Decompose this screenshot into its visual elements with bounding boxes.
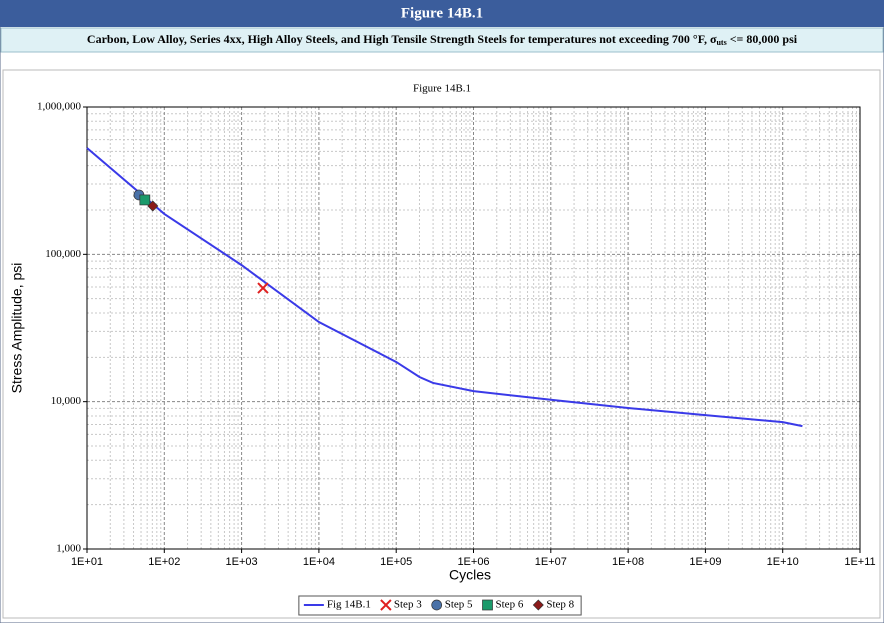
x-tick-label: 1E+01 bbox=[71, 556, 103, 568]
x-tick-label: 1E+10 bbox=[767, 556, 799, 568]
x-axis-label: Cycles bbox=[449, 567, 491, 583]
legend-label: Step 3 bbox=[394, 599, 422, 611]
chart-title: Figure 14B.1 bbox=[413, 83, 471, 95]
legend-label: Step 6 bbox=[496, 599, 524, 611]
legend-label: Fig 14B.1 bbox=[327, 599, 371, 611]
header-bar bbox=[0, 0, 884, 27]
plot-frame bbox=[86, 106, 861, 550]
y-tick-label: 100,000 bbox=[45, 248, 81, 260]
x-tick-label: 1E+09 bbox=[689, 556, 721, 568]
x-tick-label: 1E+04 bbox=[303, 556, 335, 568]
y-tick-label: 1,000 bbox=[56, 543, 81, 555]
legend: Fig 14B.1 Step 3 Step 5 Step 6 Step 8 bbox=[298, 595, 582, 616]
marker-x bbox=[380, 599, 392, 611]
subtitle-part: <= 80,000 psi bbox=[727, 32, 798, 46]
legend-label: Step 8 bbox=[546, 599, 574, 611]
x-tick-label: 1E+03 bbox=[226, 556, 258, 568]
x-tick-label: 1E+11 bbox=[844, 556, 875, 568]
x-tick-label: 1E+05 bbox=[380, 556, 412, 568]
subtitle-subscript: uts bbox=[716, 38, 726, 47]
subtitle-bar bbox=[0, 27, 884, 53]
subtitle-part: Carbon, Low Alloy, Series 4xx, High Allo… bbox=[87, 32, 717, 46]
y-axis-label: Stress Amplitude, psi bbox=[9, 263, 25, 394]
y-tick-label: 10,000 bbox=[51, 395, 82, 407]
x-tick-label: 1E+06 bbox=[457, 556, 489, 568]
marker-square bbox=[139, 194, 151, 206]
marker-circle bbox=[431, 599, 443, 611]
legend-label: Step 5 bbox=[445, 599, 473, 611]
marker-diamond bbox=[532, 599, 544, 611]
marker-diamond bbox=[147, 200, 159, 212]
x-tick-label: 1E+08 bbox=[612, 556, 644, 568]
x-tick-label: 1E+02 bbox=[148, 556, 180, 568]
header-title: Figure 14B.1 bbox=[401, 5, 483, 21]
marker-x bbox=[257, 282, 269, 294]
y-tick-label: 1,000,000 bbox=[37, 101, 82, 113]
x-tick-label: 1E+07 bbox=[535, 556, 567, 568]
subtitle: Carbon, Low Alloy, Series 4xx, High Allo… bbox=[87, 32, 798, 47]
data-line bbox=[86, 147, 803, 428]
marker-square bbox=[482, 599, 493, 611]
